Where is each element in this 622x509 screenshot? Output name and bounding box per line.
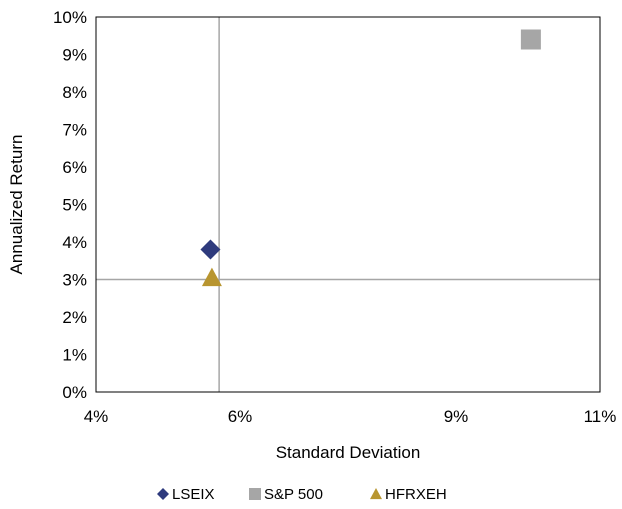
x-tick-label: 9%: [444, 407, 469, 426]
y-tick-label: 2%: [62, 308, 87, 327]
y-tick-label: 5%: [62, 196, 87, 215]
x-axis-tick-labels: 4% 6% 9% 11%: [84, 407, 617, 426]
legend: LSEIX S&P 500 HFRXEH: [157, 486, 447, 503]
legend-label: S&P 500: [264, 486, 323, 503]
reference-lines: [96, 17, 600, 392]
y-tick-label: 1%: [62, 346, 87, 365]
data-points: [200, 29, 541, 287]
x-tick-label: 11%: [584, 407, 617, 426]
x-tick-label: 4%: [84, 407, 109, 426]
point-hfrxeh: [201, 267, 222, 287]
y-tick-label: 3%: [62, 271, 87, 290]
y-tick-label: 10%: [53, 8, 87, 27]
point-lseix: [200, 239, 221, 260]
y-tick-label: 6%: [62, 158, 87, 177]
point-s-p-500: [520, 29, 541, 50]
legend-item-hfrxeh: HFRXEH: [370, 486, 447, 503]
x-tick-label: 6%: [228, 407, 253, 426]
y-tick-label: 9%: [62, 46, 87, 65]
legend-marker: [157, 488, 169, 500]
legend-label: LSEIX: [172, 486, 215, 503]
x-axis-title: Standard Deviation: [276, 443, 421, 462]
y-tick-label: 4%: [62, 233, 87, 252]
y-axis-title: Annualized Return: [7, 135, 26, 275]
y-tick-label: 8%: [62, 83, 87, 102]
y-axis-tick-labels: 0% 1% 2% 3% 4% 5% 6% 7% 8% 9% 10%: [53, 8, 87, 402]
y-tick-label: 0%: [62, 383, 87, 402]
legend-marker: [370, 488, 382, 500]
legend-marker: [249, 488, 261, 500]
legend-label: HFRXEH: [385, 486, 447, 503]
legend-item-lseix: LSEIX: [157, 486, 215, 503]
y-tick-label: 7%: [62, 121, 87, 140]
plot-area-frame: [95, 16, 601, 393]
legend-item-s-p-500: S&P 500: [249, 486, 323, 503]
